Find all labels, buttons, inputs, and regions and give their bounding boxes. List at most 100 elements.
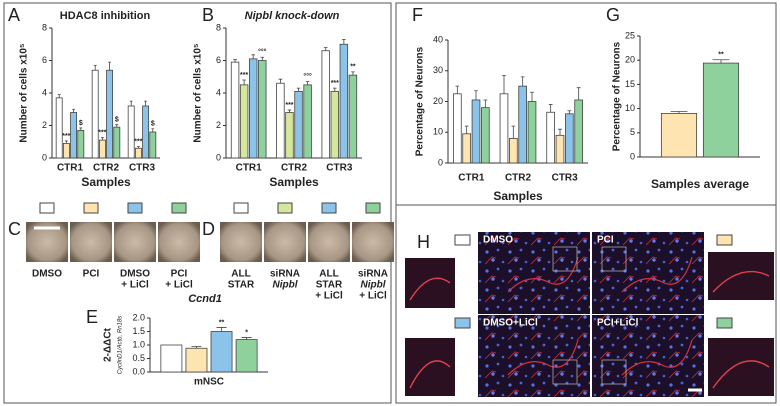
panel-letter: G — [606, 5, 620, 25]
x-tick-label: CTR1 — [458, 173, 485, 184]
bar — [555, 134, 565, 164]
image-label: PCI+LiCl — [597, 318, 639, 329]
inset — [405, 338, 455, 396]
image-label: ALL — [319, 269, 338, 280]
bar — [248, 58, 258, 159]
legend-box — [716, 234, 733, 246]
error-bar — [296, 87, 301, 92]
y-tick-label: 1.5 — [132, 326, 145, 336]
bar — [160, 344, 183, 373]
error-bar — [216, 327, 227, 332]
y-tick-label: 0.0 — [132, 366, 145, 376]
y-axis-label: 2-ΔΔCt — [103, 327, 114, 361]
neurite — [621, 256, 693, 293]
bar — [471, 99, 481, 164]
significance-label: °°° — [303, 72, 312, 80]
bar — [321, 50, 330, 159]
image-label: DMSO — [483, 235, 513, 246]
image-label: DMSO+LiCl — [483, 318, 538, 329]
inset-neurite — [712, 360, 770, 389]
bar — [185, 347, 208, 373]
error-bar — [483, 99, 488, 108]
legend-box — [454, 317, 471, 329]
significance-label: *** — [62, 133, 70, 140]
y-tick-label: 6 — [216, 55, 221, 65]
dish-image — [220, 222, 262, 262]
bar — [106, 69, 114, 159]
bar — [70, 112, 78, 159]
dish-image — [114, 222, 156, 262]
significance-label: *** — [331, 80, 339, 87]
neurite — [621, 339, 693, 376]
error-bar — [115, 124, 119, 128]
bar — [91, 69, 99, 159]
legend-box — [454, 234, 471, 246]
y-tick-label: 5 — [630, 127, 635, 137]
left-frame — [3, 2, 392, 404]
bar — [142, 105, 150, 159]
error-bar — [191, 345, 202, 349]
error-bar — [100, 137, 104, 141]
bar — [518, 85, 527, 164]
x-tick-label: CTR1 — [236, 163, 263, 174]
error-bar — [151, 128, 155, 132]
error-bar — [351, 71, 355, 76]
bar — [55, 97, 63, 159]
bar — [98, 139, 106, 159]
bar — [565, 113, 574, 164]
y-axis-label: Percentage of Neurons — [612, 41, 623, 151]
bar — [574, 99, 583, 164]
y-tick-label: 10 — [433, 127, 443, 137]
bar — [339, 43, 349, 159]
panel-letter: E — [86, 307, 98, 327]
bar — [239, 84, 249, 159]
error-bar — [278, 78, 283, 84]
y-tick-label: 20 — [625, 55, 635, 65]
bar — [481, 107, 490, 164]
bar — [527, 101, 537, 164]
image-label: siRNA — [358, 269, 388, 280]
legend-box — [233, 202, 249, 214]
x-axis-label: Samples — [269, 175, 319, 189]
inset-neurite — [712, 270, 770, 293]
bar — [276, 82, 285, 159]
panel-letter: A — [8, 5, 20, 25]
y-axis-label: Number of cells x10⁵ — [193, 43, 204, 142]
image-label: DMSO — [32, 269, 62, 280]
significance-label: * — [245, 329, 248, 336]
y-tick-label: 2 — [42, 120, 47, 130]
bar — [499, 93, 509, 164]
chart-title: Ccnd1 — [188, 293, 222, 305]
bar — [258, 60, 267, 159]
error-bar — [242, 79, 246, 85]
significance-label: *** — [285, 102, 293, 109]
significance-label: ** — [350, 64, 356, 71]
bar — [235, 339, 258, 373]
y-tick-label: 15 — [625, 79, 635, 89]
error-bar — [530, 91, 534, 102]
bar — [330, 90, 340, 159]
y-tick-label: 1.0 — [132, 339, 145, 349]
y-tick-label: 25 — [625, 30, 635, 40]
dish-image — [264, 222, 306, 262]
image-label: DMSO — [120, 269, 150, 280]
significance-label: °°° — [258, 48, 267, 56]
x-tick-label: CTR3 — [129, 163, 156, 174]
error-bar — [670, 111, 688, 114]
neurite — [507, 256, 579, 293]
error-bar — [287, 109, 292, 113]
error-bar — [558, 128, 562, 136]
roi-box — [601, 246, 627, 272]
y-tick-label: 2.0 — [132, 312, 145, 322]
error-bar — [305, 81, 310, 85]
bar — [348, 74, 358, 159]
significance-label: $ — [79, 120, 83, 127]
bar — [230, 61, 240, 159]
bar — [285, 112, 294, 159]
bar — [62, 142, 70, 159]
error-bar — [129, 100, 133, 106]
bar — [77, 129, 85, 159]
x-axis-label: Samples — [81, 175, 131, 189]
dish-image — [352, 222, 394, 262]
